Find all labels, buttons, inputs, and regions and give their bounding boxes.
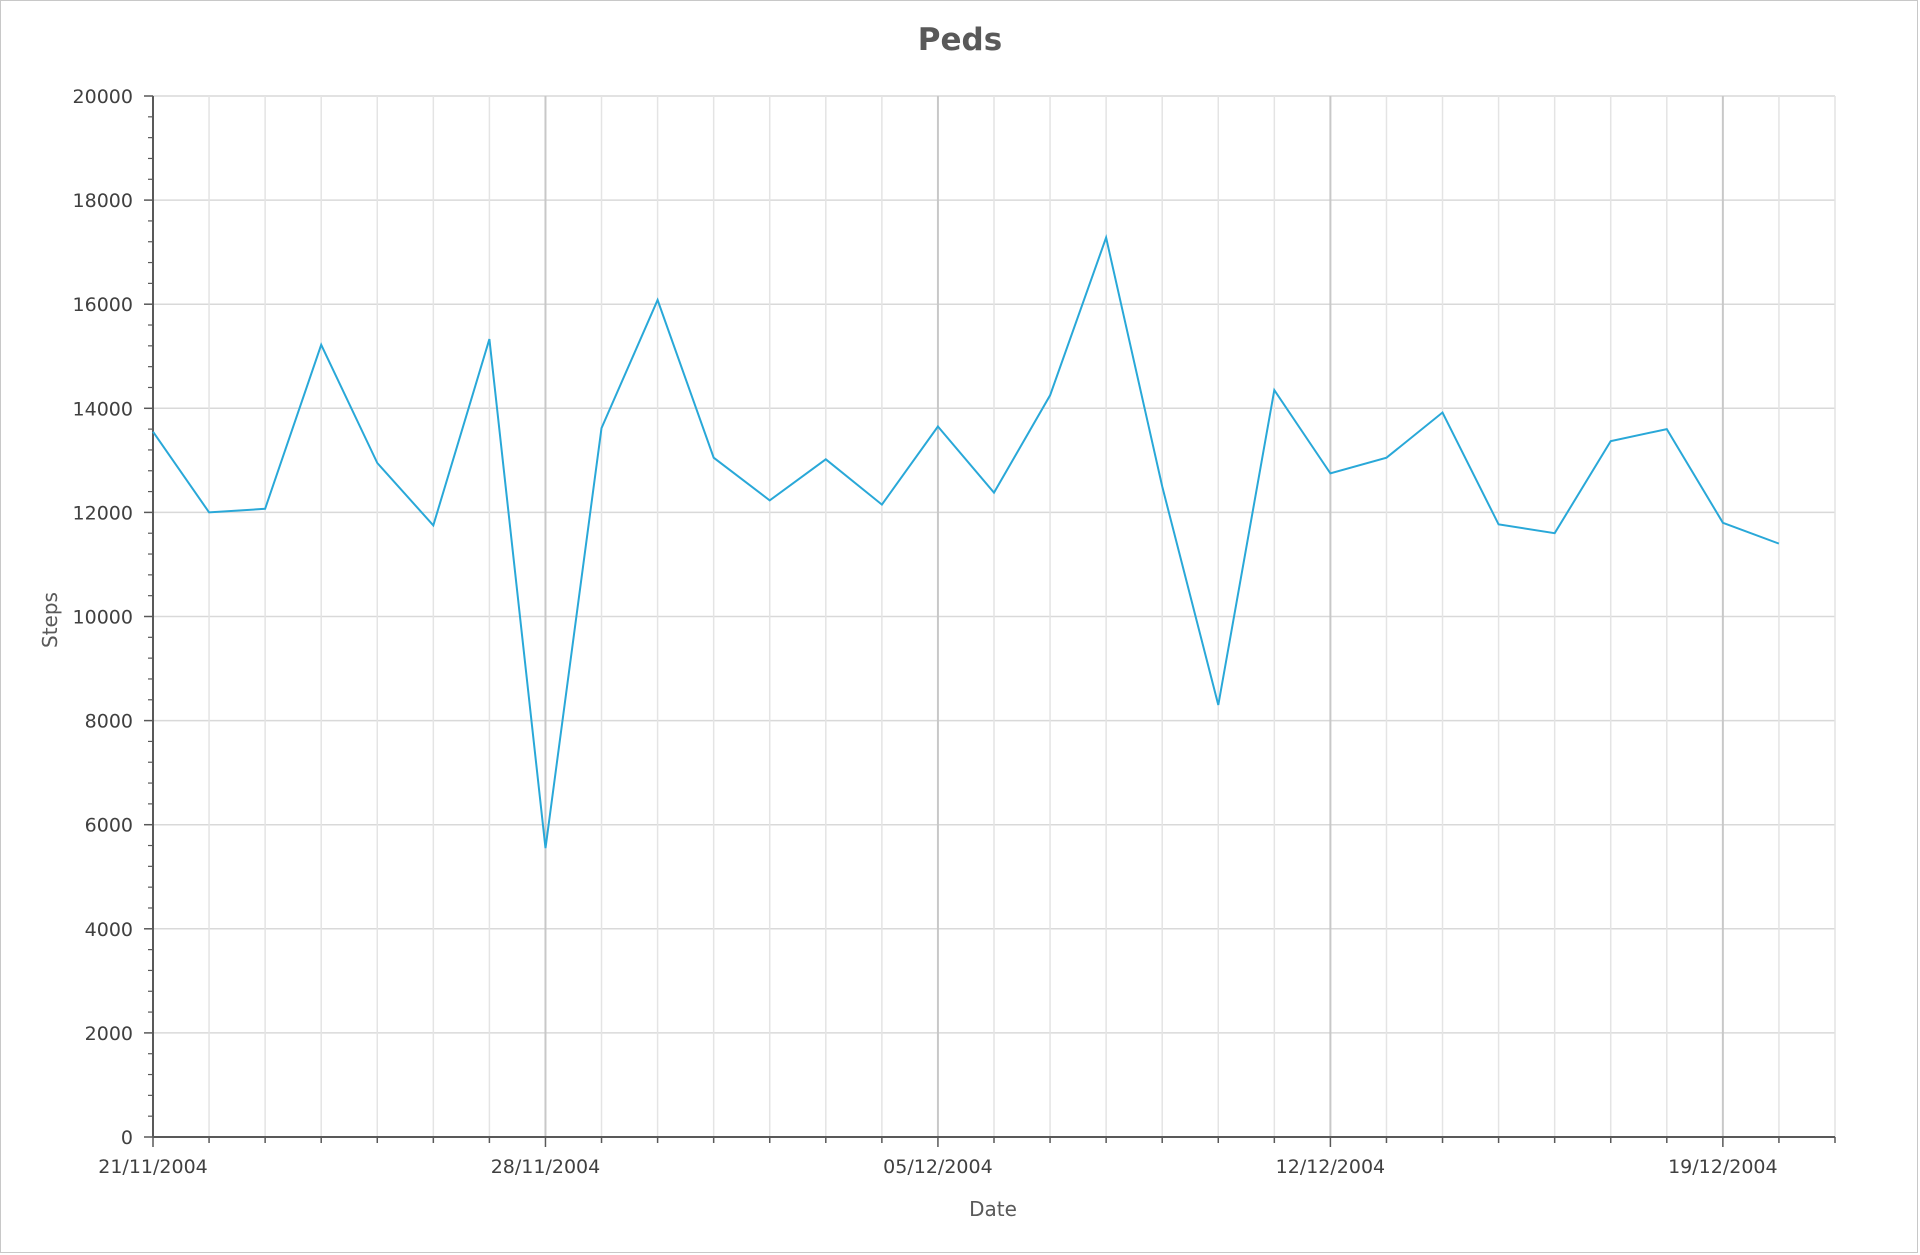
data-point bbox=[1553, 531, 1557, 535]
data-point bbox=[487, 337, 491, 341]
data-point bbox=[712, 456, 716, 460]
x-tick-label: 05/12/2004 bbox=[883, 1156, 993, 1178]
data-point bbox=[1272, 388, 1276, 392]
data-point bbox=[880, 503, 884, 507]
y-tick-label: 0 bbox=[121, 1127, 133, 1149]
data-point bbox=[263, 507, 267, 511]
data-point bbox=[431, 523, 435, 527]
data-point bbox=[1328, 471, 1332, 475]
data-point bbox=[1497, 522, 1501, 526]
data-point bbox=[824, 457, 828, 461]
y-tick-label: 18000 bbox=[73, 190, 133, 212]
x-tick-label: 19/12/2004 bbox=[1668, 1156, 1778, 1178]
data-point bbox=[375, 461, 379, 465]
data-point bbox=[1048, 393, 1052, 397]
y-tick-label: 16000 bbox=[73, 294, 133, 316]
data-point bbox=[992, 491, 996, 495]
data-point bbox=[600, 426, 604, 430]
y-tick-label: 2000 bbox=[85, 1023, 133, 1045]
data-point bbox=[543, 846, 547, 850]
y-tick-label: 14000 bbox=[73, 398, 133, 420]
data-point bbox=[1104, 236, 1108, 240]
data-point bbox=[1609, 439, 1613, 443]
data-point bbox=[1665, 427, 1669, 431]
y-tick-label: 4000 bbox=[85, 919, 133, 941]
data-point bbox=[936, 425, 940, 429]
y-tick-label: 20000 bbox=[73, 86, 133, 108]
grid bbox=[153, 95, 1836, 1137]
series-line bbox=[152, 234, 1780, 849]
data-point bbox=[1216, 703, 1220, 707]
y-tick-label: 12000 bbox=[73, 502, 133, 524]
y-tick-label: 10000 bbox=[73, 607, 133, 629]
x-tick-label: 21/11/2004 bbox=[98, 1156, 208, 1178]
x-tick-label: 28/11/2004 bbox=[491, 1156, 601, 1178]
y-axis-title: Steps bbox=[38, 592, 62, 648]
data-point bbox=[151, 430, 155, 434]
axes: 0 2000 4000 6000 8000 10000 12000 14000 16000 180… bbox=[73, 86, 1836, 1178]
data-point bbox=[207, 510, 211, 514]
series bbox=[151, 234, 1781, 850]
chart-title: Peds bbox=[917, 22, 1003, 58]
data-point bbox=[1777, 542, 1781, 546]
data-point bbox=[1160, 484, 1164, 488]
data-point bbox=[1384, 456, 1388, 460]
x-axis-title: Date bbox=[969, 1197, 1017, 1221]
data-point bbox=[768, 498, 772, 502]
y-tick-label: 6000 bbox=[85, 815, 133, 837]
y-tick-label: 8000 bbox=[85, 711, 133, 733]
x-tick-label: 12/12/2004 bbox=[1276, 1156, 1386, 1178]
data-point bbox=[656, 298, 660, 302]
data-point bbox=[1721, 521, 1725, 525]
data-point bbox=[1441, 410, 1445, 414]
data-point bbox=[319, 343, 323, 347]
